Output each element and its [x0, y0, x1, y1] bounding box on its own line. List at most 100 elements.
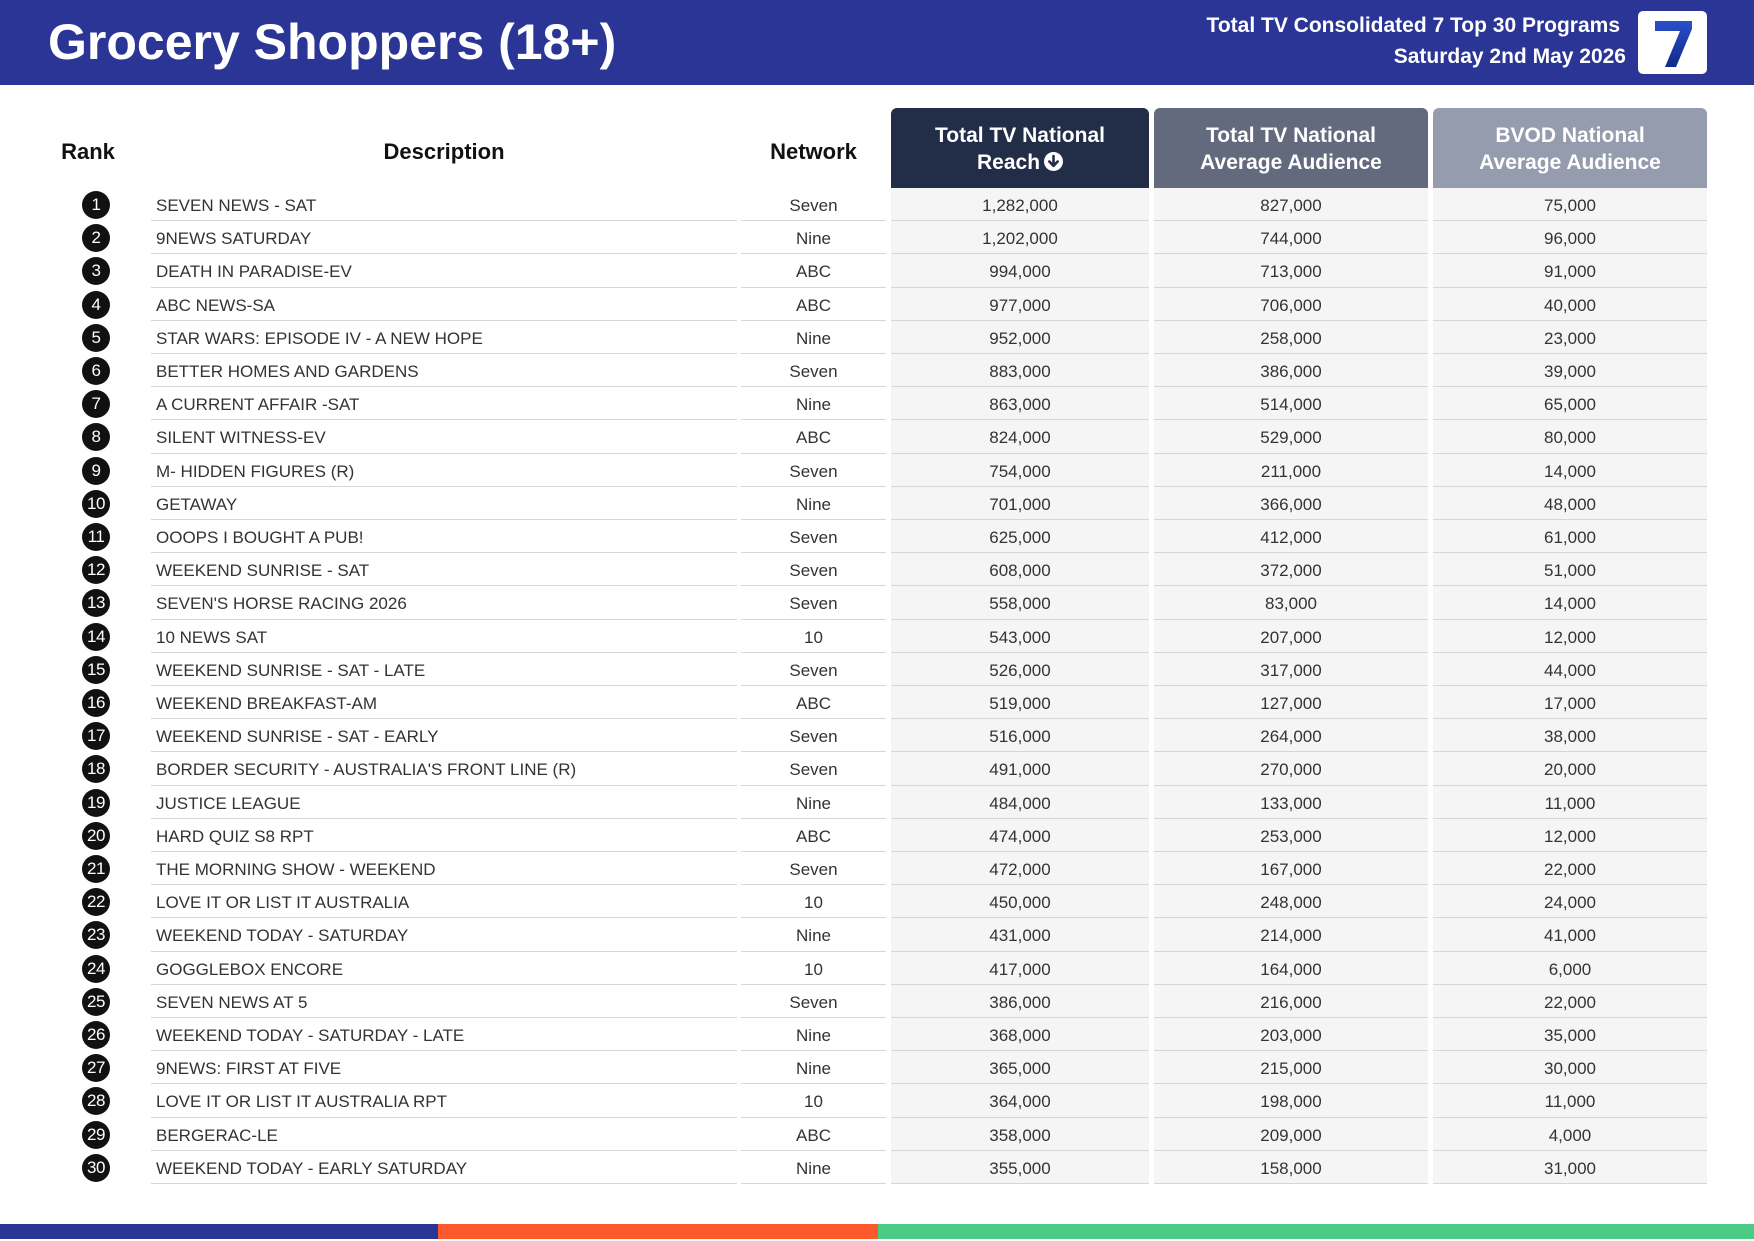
network-name: 10: [741, 1084, 886, 1118]
rank-badge: 30: [82, 1153, 110, 1182]
avg-audience-value: 203,000: [1154, 1018, 1428, 1052]
reach-column-header[interactable]: Total TV National Reach: [891, 108, 1149, 188]
program-description: ABC NEWS-SA: [151, 288, 737, 321]
bvod-audience-value: 17,000: [1433, 686, 1707, 720]
table-row: 19 JUSTICE LEAGUE Nine 484,000 133,000 11,000: [0, 786, 1754, 819]
rank-badge: 15: [82, 655, 110, 684]
table-row: 1 SEVEN NEWS - SAT Seven 1,282,000 827,000 75…: [0, 188, 1754, 222]
report-scope: Total TV Consolidated 7 Top 30 Programs: [1206, 14, 1620, 37]
rank-badge: 18: [82, 755, 110, 784]
network-name: 10: [741, 885, 886, 919]
rank-badge: 8: [82, 423, 110, 452]
program-description: WEEKEND SUNRISE - SAT: [151, 553, 737, 587]
bvod-audience-value: 14,000: [1433, 586, 1707, 620]
bvod-audience-value: 39,000: [1433, 354, 1707, 388]
reach-value: 1,202,000: [891, 221, 1149, 255]
bvod-audience-value: 22,000: [1433, 852, 1707, 886]
reach-value: 824,000: [891, 420, 1149, 454]
avg-audience-value: 158,000: [1154, 1151, 1428, 1184]
bvod-audience-value: 22,000: [1433, 985, 1707, 1018]
bvod-audience-value: 6,000: [1433, 952, 1707, 985]
reach-value: 625,000: [891, 520, 1149, 554]
bvod-audience-value: 41,000: [1433, 918, 1707, 952]
footer-bar-orange: [438, 1224, 878, 1239]
rank-badge: 19: [82, 788, 110, 817]
network-name: Seven: [741, 985, 886, 1018]
rank-badge: 11: [82, 523, 110, 551]
network-name: Seven: [741, 454, 886, 487]
table-row: 3 DEATH IN PARADISE-EV ABC 994,000 713,000 91…: [0, 254, 1754, 288]
program-description: WEEKEND TODAY - SATURDAY: [151, 918, 737, 952]
reach-value: 608,000: [891, 553, 1149, 587]
bvod-audience-value: 44,000: [1433, 653, 1707, 686]
avg-audience-value: 164,000: [1154, 952, 1428, 985]
reach-value: 364,000: [891, 1084, 1149, 1118]
bvod-audience-value: 24,000: [1433, 885, 1707, 919]
rank-badge: 24: [82, 954, 110, 983]
bvod-audience-value: 75,000: [1433, 188, 1707, 222]
rank-badge: 3: [82, 257, 110, 286]
bvod-column-header: BVOD National Average Audience: [1433, 108, 1707, 188]
reach-value: 358,000: [891, 1118, 1149, 1151]
rank-badge: 23: [82, 921, 110, 950]
rank-badge: 25: [82, 987, 110, 1016]
rank-badge: 17: [82, 722, 110, 751]
reach-value: 558,000: [891, 586, 1149, 620]
avg-audience-value: 706,000: [1154, 288, 1428, 321]
bvod-audience-value: 11,000: [1433, 786, 1707, 819]
program-description: HARD QUIZ S8 RPT: [151, 819, 737, 852]
bvod-audience-value: 61,000: [1433, 520, 1707, 554]
program-description: OOOPS I BOUGHT A PUB!: [151, 520, 737, 554]
table-row: 30 WEEKEND TODAY - EARLY SATURDAY Nine 355,…: [0, 1151, 1754, 1184]
rank-badge: 14: [82, 622, 110, 651]
network-name: Seven: [741, 553, 886, 587]
table-row: 18 BORDER SECURITY - AUSTRALIA'S FRONT LI…: [0, 752, 1754, 786]
bvod-audience-value: 48,000: [1433, 487, 1707, 520]
reach-value: 365,000: [891, 1051, 1149, 1085]
avg-audience-value: 209,000: [1154, 1118, 1428, 1151]
rank-badge: 28: [82, 1087, 110, 1116]
bvod-audience-value: 91,000: [1433, 254, 1707, 288]
program-description: BERGERAC-LE: [151, 1118, 737, 1151]
avg-audience-value: 253,000: [1154, 819, 1428, 852]
rank-badge: 6: [82, 357, 110, 385]
report-date: Saturday 2nd May 2026: [1393, 45, 1626, 68]
bvod-audience-value: 51,000: [1433, 553, 1707, 587]
avg-audience-value: 258,000: [1154, 321, 1428, 354]
avg-audience-value: 270,000: [1154, 752, 1428, 786]
avg-audience-value: 248,000: [1154, 885, 1428, 919]
program-description: SEVEN'S HORSE RACING 2026: [151, 586, 737, 620]
rank-badge: 21: [82, 855, 110, 883]
program-description: 10 NEWS SAT: [151, 620, 737, 653]
reach-value: 491,000: [891, 752, 1149, 786]
avg-audience-value: 83,000: [1154, 586, 1428, 620]
network-name: ABC: [741, 254, 886, 288]
bvod-audience-value: 14,000: [1433, 454, 1707, 487]
reach-value: 355,000: [891, 1151, 1149, 1184]
page-header: Grocery Shoppers (18+) Total TV Consolid…: [0, 0, 1754, 85]
bvod-header-line2: Average Audience: [1479, 151, 1661, 174]
table-row: 2 9NEWS SATURDAY Nine 1,202,000 744,000 96,00…: [0, 221, 1754, 255]
program-description: 9NEWS: FIRST AT FIVE: [151, 1051, 737, 1085]
program-description: LOVE IT OR LIST IT AUSTRALIA: [151, 885, 737, 919]
channel-seven-logo: [1638, 11, 1707, 74]
bvod-audience-value: 4,000: [1433, 1118, 1707, 1151]
reach-value: 484,000: [891, 786, 1149, 819]
reach-value: 516,000: [891, 719, 1149, 753]
avg-audience-value: 167,000: [1154, 852, 1428, 886]
avg-audience-value: 827,000: [1154, 188, 1428, 222]
reach-value: 1,282,000: [891, 188, 1149, 222]
rank-badge: 7: [82, 390, 110, 419]
rank-badge: 5: [82, 323, 110, 352]
rank-badge: 22: [82, 888, 110, 917]
table-row: 20 HARD QUIZ S8 RPT ABC 474,000 253,000 12,00…: [0, 819, 1754, 852]
reach-value: 526,000: [891, 653, 1149, 686]
reach-value: 450,000: [891, 885, 1149, 919]
table-row: 22 LOVE IT OR LIST IT AUSTRALIA 10 450,000 2…: [0, 885, 1754, 919]
rank-badge: 16: [82, 689, 110, 717]
arrow-down-circle-icon[interactable]: [1044, 152, 1064, 171]
network-name: Nine: [741, 1051, 886, 1085]
bvod-audience-value: 20,000: [1433, 752, 1707, 786]
program-description: WEEKEND TODAY - EARLY SATURDAY: [151, 1151, 737, 1184]
program-description: SEVEN NEWS AT 5: [151, 985, 737, 1018]
